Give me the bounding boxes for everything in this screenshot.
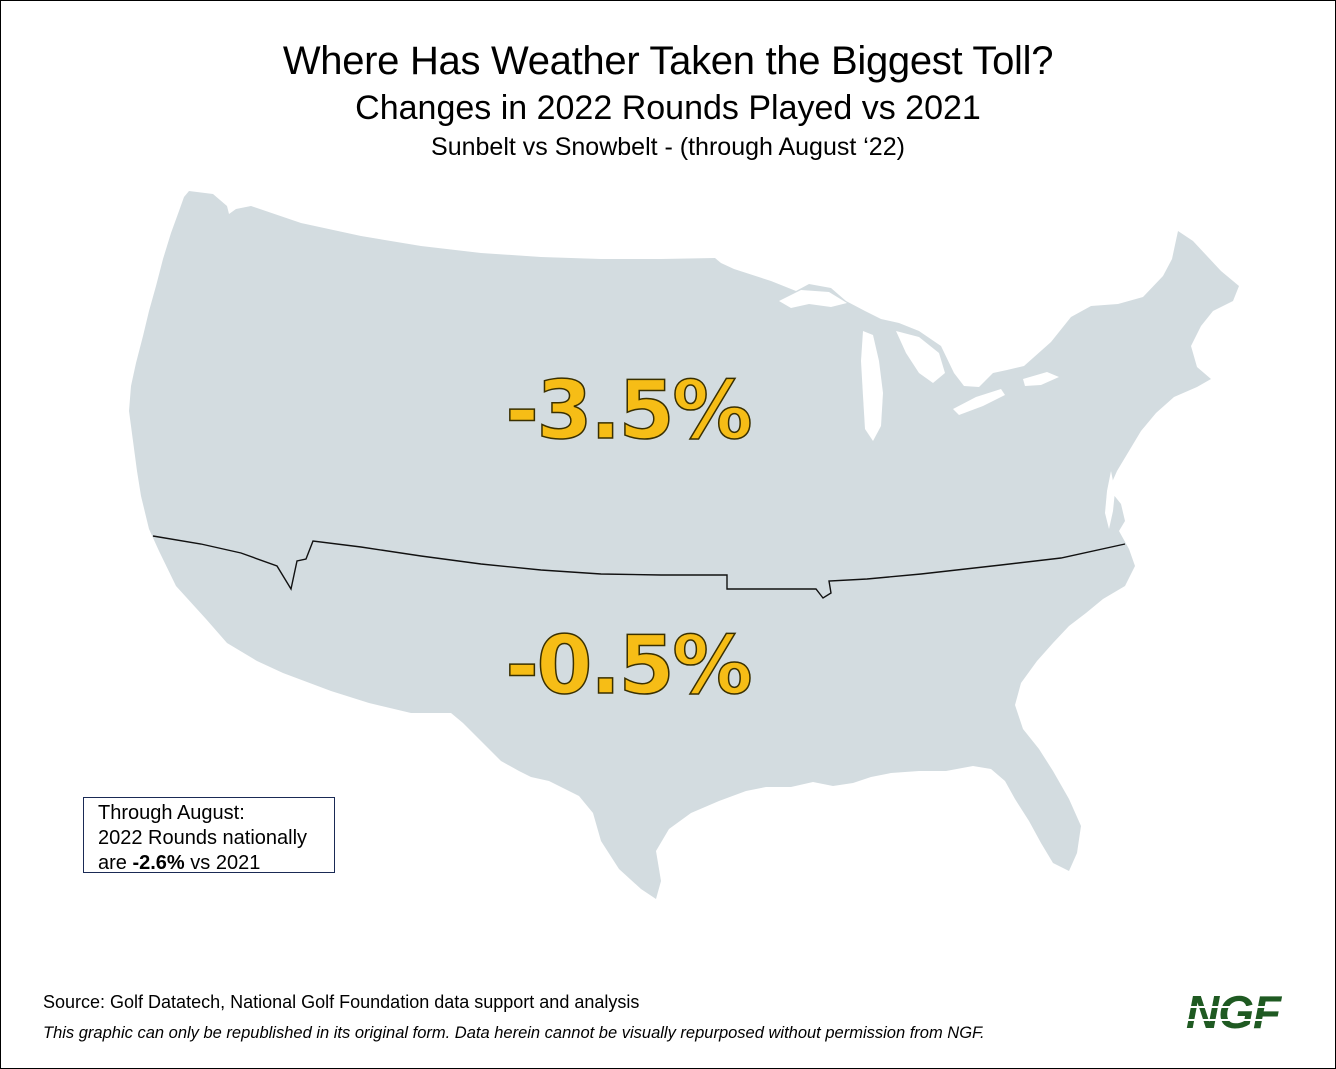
logo-stripe [1188,1019,1294,1021]
us-landmass [129,191,1239,899]
logo-stripe [1188,1006,1294,1008]
summary-line-2: 2022 Rounds nationally [98,827,308,849]
chart-subtitle-secondary: Sunbelt vs Snowbelt - (through August ‘2… [431,133,905,161]
lake-erie [953,389,1005,415]
summary-line-3-prefix: are [98,852,133,874]
lake-ontario [1023,372,1059,386]
national-change-value: -2.6% [132,852,185,874]
summary-line-3: are -2.6% vs 2021 [98,851,334,876]
ngf-logo: NGF [1186,986,1302,1038]
lake-michigan [861,331,883,441]
summary-line-3-suffix: vs 2021 [184,852,261,874]
summary-line-1: Through August: [98,802,245,824]
national-summary-box: Through August: 2022 Rounds nationally a… [83,797,335,876]
source-note: Source: Golf Datatech, National Golf Fou… [43,992,640,1012]
chesapeake-bay [1105,471,1115,529]
sunbelt-change-value: -0.5% [505,619,754,712]
ngf-logo-text: NGF [1186,986,1281,1038]
snowbelt-change-value: -3.5% [505,364,754,457]
sunbelt-snowbelt-divider [152,535,1126,599]
disclaimer-note: This graphic can only be republished in … [43,1024,985,1042]
lake-superior [779,290,847,308]
chart-title: Where Has Weather Taken the Biggest Toll… [282,39,1054,83]
chart-subtitle: Changes in 2022 Rounds Played vs 2021 [355,89,981,127]
lake-huron [896,331,945,383]
